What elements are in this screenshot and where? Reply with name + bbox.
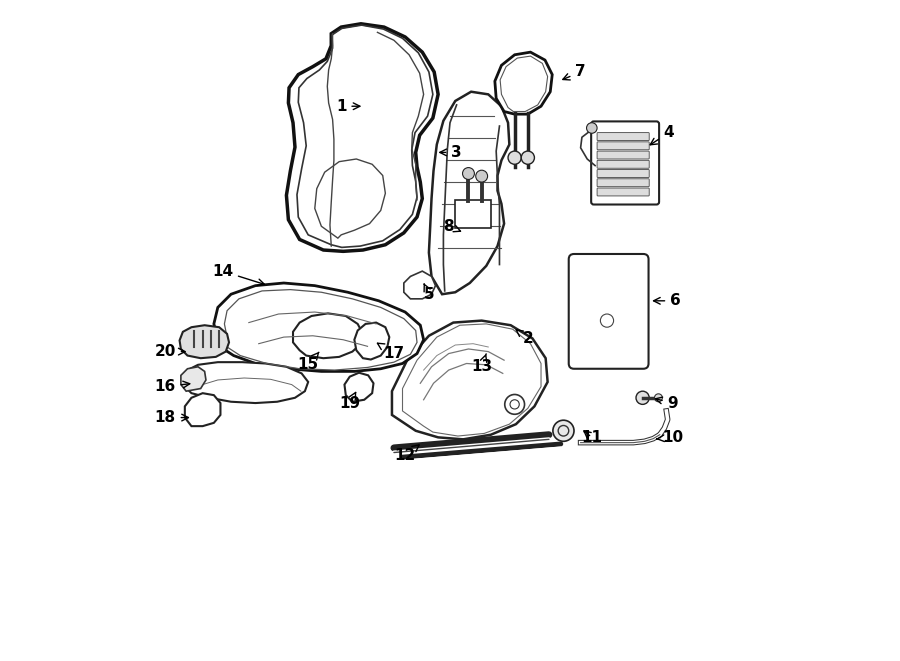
Text: 11: 11	[581, 430, 602, 445]
FancyBboxPatch shape	[591, 122, 659, 204]
Text: 14: 14	[212, 264, 265, 286]
Polygon shape	[495, 52, 553, 114]
Circle shape	[654, 394, 662, 402]
FancyBboxPatch shape	[597, 170, 649, 177]
FancyBboxPatch shape	[597, 133, 649, 141]
Text: 4: 4	[650, 125, 674, 145]
Circle shape	[508, 151, 521, 165]
Circle shape	[636, 391, 649, 405]
Text: 18: 18	[155, 410, 188, 425]
Text: 8: 8	[444, 219, 461, 234]
Text: 12: 12	[394, 445, 419, 463]
FancyBboxPatch shape	[455, 200, 490, 227]
Polygon shape	[355, 323, 390, 360]
FancyBboxPatch shape	[597, 142, 649, 150]
Text: 20: 20	[155, 344, 185, 359]
FancyBboxPatch shape	[597, 188, 649, 196]
Polygon shape	[429, 92, 509, 294]
Text: 1: 1	[336, 98, 360, 114]
Circle shape	[476, 171, 488, 182]
FancyBboxPatch shape	[597, 178, 649, 186]
Polygon shape	[293, 313, 363, 358]
Text: 16: 16	[155, 379, 190, 394]
Text: 6: 6	[653, 293, 681, 308]
Circle shape	[587, 123, 597, 134]
Polygon shape	[392, 321, 547, 440]
Text: 7: 7	[562, 64, 586, 80]
Text: 2: 2	[516, 330, 533, 346]
Polygon shape	[286, 24, 438, 251]
Polygon shape	[181, 367, 206, 391]
Polygon shape	[214, 283, 424, 371]
Polygon shape	[180, 325, 229, 358]
FancyBboxPatch shape	[569, 254, 649, 369]
Text: 9: 9	[655, 395, 679, 410]
Polygon shape	[404, 271, 436, 299]
Text: 3: 3	[440, 145, 462, 160]
FancyBboxPatch shape	[597, 151, 649, 159]
Circle shape	[553, 420, 574, 442]
Text: 17: 17	[377, 343, 404, 361]
Text: 19: 19	[339, 393, 360, 410]
Text: 5: 5	[424, 284, 434, 301]
Circle shape	[463, 168, 474, 179]
Polygon shape	[345, 373, 373, 402]
FancyBboxPatch shape	[597, 161, 649, 169]
Text: 13: 13	[471, 354, 492, 374]
Text: 15: 15	[298, 352, 319, 372]
Polygon shape	[183, 362, 308, 403]
Text: 10: 10	[657, 430, 683, 445]
Polygon shape	[184, 393, 220, 426]
Circle shape	[521, 151, 535, 165]
